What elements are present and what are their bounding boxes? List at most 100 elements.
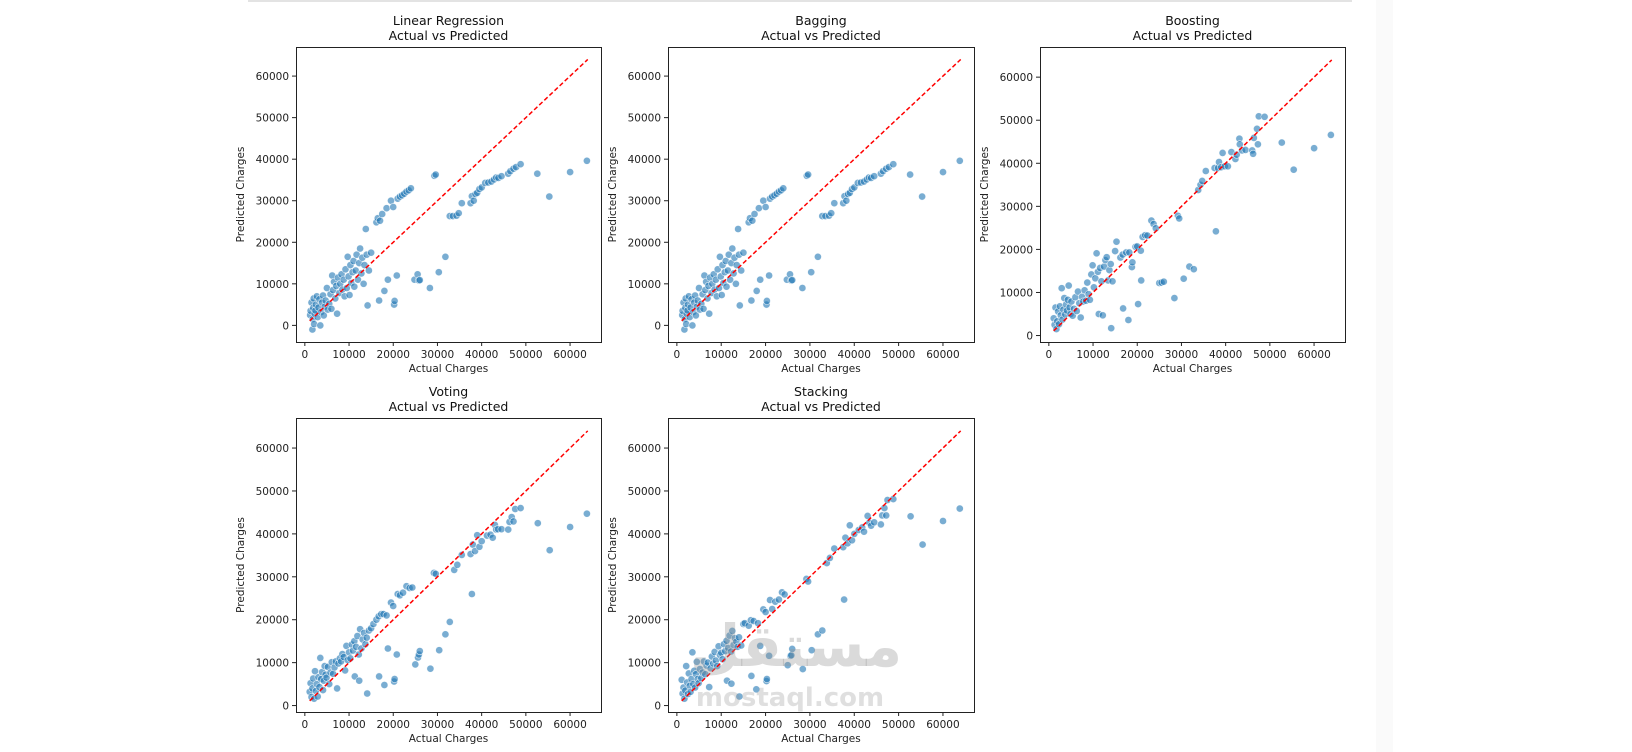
data-point	[703, 294, 712, 303]
data-point	[939, 168, 947, 176]
data-point	[827, 209, 836, 218]
data-point	[445, 618, 454, 626]
data-point	[682, 662, 691, 670]
data-point	[692, 311, 700, 320]
data-point	[367, 248, 375, 257]
data-point	[435, 646, 444, 655]
data-point	[509, 517, 518, 526]
x-tick-label: 0	[674, 349, 681, 361]
data-point	[477, 537, 486, 546]
x-tick-label: 20000	[749, 719, 782, 731]
data-point	[1134, 300, 1142, 308]
x-axis-label: Actual Charges	[409, 363, 488, 375]
data-point	[1175, 214, 1184, 223]
data-point	[840, 595, 848, 604]
data-point	[1124, 316, 1133, 324]
data-point	[364, 266, 373, 275]
x-tick-label: 30000	[421, 349, 454, 361]
data-point	[545, 546, 554, 555]
x-tick-label: 10000	[332, 719, 365, 731]
data-point	[737, 266, 746, 275]
x-tick-label: 30000	[1165, 349, 1198, 361]
data-point	[798, 665, 807, 673]
data-point	[1112, 237, 1121, 246]
subplot-title: Actual vs Predicted	[761, 28, 881, 43]
axes-frame	[296, 47, 602, 343]
data-point	[1128, 258, 1137, 267]
data-point	[775, 595, 783, 604]
data-point	[1057, 284, 1066, 293]
data-point	[755, 204, 763, 213]
data-point	[1254, 140, 1262, 149]
data-point	[727, 679, 736, 688]
axes-frame	[668, 418, 975, 713]
data-point	[1277, 138, 1286, 147]
x-tick-label: 40000	[465, 349, 498, 361]
data-point	[426, 664, 435, 673]
data-point	[1224, 162, 1232, 171]
data-point	[363, 301, 372, 310]
subplot-title: Bagging	[795, 13, 846, 28]
data-point	[1136, 246, 1145, 255]
x-tick-label: 20000	[377, 349, 410, 361]
data-point	[1232, 150, 1241, 159]
data-point	[882, 511, 891, 520]
y-tick-label: 50000	[256, 113, 289, 125]
data-point	[333, 309, 341, 318]
y-tick-label: 40000	[628, 529, 661, 541]
data-point	[434, 268, 443, 277]
data-point	[453, 560, 462, 569]
y-tick-label: 30000	[628, 572, 661, 584]
y-tick-label: 50000	[1000, 115, 1033, 127]
data-point	[918, 540, 927, 549]
y-tick-label: 0	[1026, 331, 1033, 343]
data-point	[389, 203, 398, 211]
data-point	[830, 199, 839, 208]
data-point	[1159, 277, 1168, 286]
data-point	[390, 675, 399, 683]
data-point	[457, 199, 466, 208]
data-point	[877, 520, 885, 529]
y-tick-label: 30000	[256, 572, 289, 584]
scatter-points	[677, 495, 964, 703]
data-point	[734, 225, 742, 233]
y-axis-label: Predicted Charges	[979, 147, 991, 243]
data-point	[765, 271, 773, 280]
data-point	[870, 172, 879, 181]
y-tick-label: 30000	[1000, 201, 1033, 213]
y-tick-label: 20000	[628, 615, 661, 627]
x-tick-label: 60000	[553, 719, 586, 731]
x-tick-label: 50000	[509, 719, 542, 731]
data-point	[761, 203, 770, 211]
scatter-points	[1049, 112, 1335, 333]
data-point	[431, 170, 440, 179]
data-point	[747, 296, 756, 305]
data-point	[333, 684, 341, 693]
data-point	[545, 192, 554, 201]
data-point	[389, 602, 398, 610]
y-tick-label: 20000	[1000, 244, 1033, 256]
data-point	[1250, 133, 1258, 142]
y-tick-label: 0	[282, 701, 289, 713]
x-axis-label: Actual Charges	[781, 363, 860, 375]
y-tick-label: 50000	[628, 486, 661, 498]
data-point	[1310, 144, 1318, 153]
data-point	[718, 655, 727, 664]
y-tick-label: 20000	[256, 615, 289, 627]
data-point	[870, 518, 879, 527]
y-tick-label: 60000	[628, 443, 661, 455]
y-tick-label: 10000	[256, 658, 289, 670]
data-point	[1212, 227, 1220, 236]
data-point	[1083, 278, 1092, 287]
x-tick-label: 0	[1045, 349, 1052, 361]
data-point	[316, 321, 325, 330]
data-point	[763, 296, 771, 305]
data-point	[1170, 294, 1179, 302]
data-point	[1260, 112, 1269, 121]
data-point	[735, 692, 744, 701]
y-tick-label: 10000	[628, 658, 661, 670]
data-point	[1088, 261, 1097, 270]
subplot-title: Actual vs Predicted	[389, 28, 509, 43]
subplot-title: Linear Regression	[393, 13, 504, 28]
